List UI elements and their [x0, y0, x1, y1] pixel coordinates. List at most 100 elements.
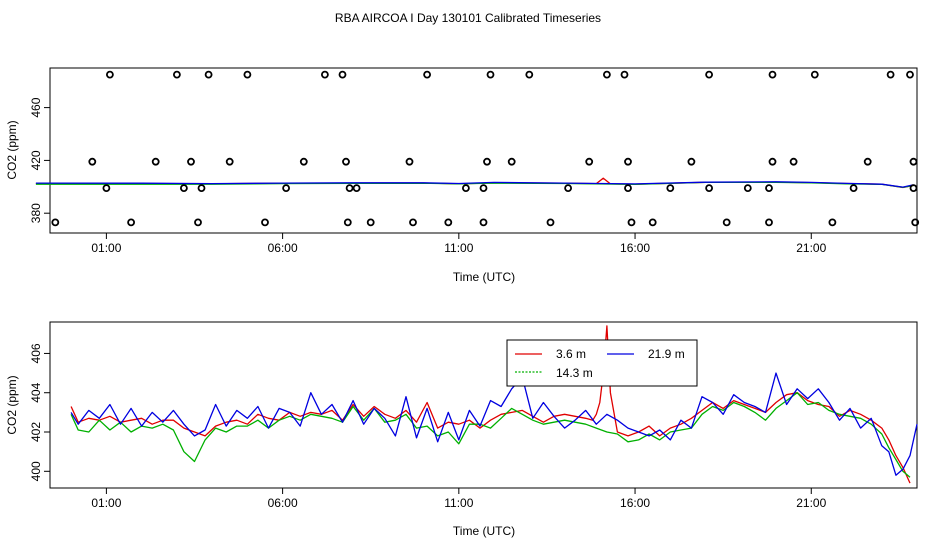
legend-label-21-9m: 21.9 m [648, 347, 685, 361]
legend-label-3-6m: 3.6 m [556, 347, 586, 361]
top-calibration-point [483, 157, 491, 166]
top-calibration-point [479, 184, 488, 193]
top-calibration-point [789, 157, 798, 166]
top-calibration-point [423, 70, 432, 79]
top-calibration-point [486, 70, 495, 79]
top-y-tick-label: 420 [29, 150, 43, 170]
top-calibration-point [444, 218, 453, 227]
top-calibration-point [479, 218, 488, 227]
top-calibration-point [179, 184, 188, 193]
top-calibration-point [525, 70, 534, 79]
bottom-x-tick-label: 01:00 [91, 496, 121, 510]
legend-box [506, 339, 698, 387]
top-calibration-point [911, 218, 920, 227]
top-calibration-point [687, 157, 696, 166]
bottom-y-tick-label: 404 [29, 382, 43, 402]
bottom-y-tick-label: 400 [29, 461, 43, 481]
top-x-tick-label: 06:00 [268, 241, 298, 255]
top-calibration-point [722, 218, 731, 227]
top-calibration-point [849, 184, 858, 193]
top-calibration-point [342, 157, 350, 166]
top-y-tick-label: 380 [29, 203, 43, 223]
top-x-tick-label: 21:00 [796, 241, 826, 255]
top-calibration-point [299, 157, 308, 166]
top-calibration-point [461, 184, 470, 193]
top-x-tick-label: 16:00 [620, 241, 650, 255]
bottom-x-tick-label: 11:00 [444, 496, 473, 510]
bottom-x-tick-label: 21:00 [796, 496, 826, 510]
top-calibration-point [194, 218, 202, 227]
top-calibration-point [624, 184, 632, 193]
bottom-series-21-9-m [70, 372, 918, 476]
top-calibration-point [127, 218, 136, 227]
top-x-tick-label: 01:00 [91, 241, 121, 255]
top-series-21-9-m [35, 181, 914, 188]
top-y-axis: 380 420 460 [29, 97, 50, 223]
top-calibration-point [705, 184, 713, 193]
top-calibration-point [88, 157, 97, 166]
top-calibration-point [603, 70, 611, 79]
top-y-tick-label: 460 [29, 97, 43, 117]
top-calibration-point [705, 70, 713, 79]
top-x-axis-label: Time (UTC) [453, 270, 515, 284]
bottom-x-axis: 01:00 06:00 11:00 16:00 21:00 [91, 488, 827, 510]
top-calibration-point [106, 70, 114, 79]
top-calibration-point [320, 70, 329, 79]
top-calibration-point [765, 184, 773, 193]
top-calibration-point [624, 157, 632, 166]
top-calibration-point [768, 70, 777, 79]
bottom-panel: 01:00 06:00 11:00 16:00 21:00 400 402 404 406 T… [5, 321, 918, 538]
top-calibration-point [409, 218, 417, 227]
bottom-series-3-6-m [70, 325, 911, 484]
bottom-y-axis: 400 402 404 406 [29, 343, 50, 481]
top-calibration-point [546, 218, 555, 227]
top-calibration-point [627, 218, 636, 227]
top-calibration-point [282, 184, 291, 193]
top-calibration-point [768, 157, 777, 166]
top-x-axis: 01:00 06:00 11:00 16:00 21:00 [91, 233, 827, 255]
top-x-tick-label: 11:00 [444, 241, 473, 255]
top-calibration-point [564, 184, 572, 193]
bottom-series-14-3-m [70, 392, 911, 478]
bottom-y-tick-label: 406 [29, 343, 43, 363]
top-calibration-point [909, 157, 918, 166]
legend: 3.6 m 14.3 m 21.9 m [506, 339, 698, 387]
top-calibration-point [366, 218, 375, 227]
top-calibration-point [352, 184, 361, 193]
bottom-series-group [70, 325, 918, 484]
bottom-x-tick-label: 06:00 [268, 496, 298, 510]
top-calibration-point [863, 157, 872, 166]
figure-title: RBA AIRCOA I Day 130101 Calibrated Times… [335, 11, 601, 25]
top-calibration-point [172, 70, 181, 79]
top-calibration-point [343, 218, 352, 227]
top-y-axis-label: CO2 (ppm) [5, 120, 19, 179]
top-calibration-point [906, 70, 914, 79]
top-calibration-point [261, 218, 269, 227]
top-calibration-point [405, 157, 414, 166]
bottom-y-axis-label: CO2 (ppm) [5, 375, 19, 434]
bottom-x-tick-label: 16:00 [620, 496, 650, 510]
top-panel: 01:00 06:00 11:00 16:00 21:00 380 420 460 Time… [5, 67, 920, 284]
top-calibration-point [204, 70, 213, 79]
bottom-y-tick-label: 402 [29, 422, 43, 442]
top-calibration-point [151, 157, 160, 166]
top-calibration-point [666, 184, 675, 193]
top-series-group [35, 177, 914, 189]
top-calibration-point [648, 218, 657, 227]
top-calibration-point [51, 218, 60, 227]
top-calibration-point [620, 70, 629, 79]
top-calibration-point [243, 70, 252, 79]
top-calibration-point [585, 157, 594, 166]
top-calibration-point [810, 70, 819, 79]
top-calibration-point [225, 157, 234, 166]
top-calibration-point [765, 218, 773, 227]
top-calibration-point [886, 70, 895, 79]
top-calibration-point [828, 218, 837, 227]
top-calibration-point [507, 157, 516, 166]
legend-label-14-3m: 14.3 m [556, 366, 593, 380]
top-calibration-point [909, 184, 918, 193]
top-calibration-point [197, 184, 206, 193]
top-points-group [51, 70, 920, 227]
top-calibration-point [338, 70, 347, 79]
